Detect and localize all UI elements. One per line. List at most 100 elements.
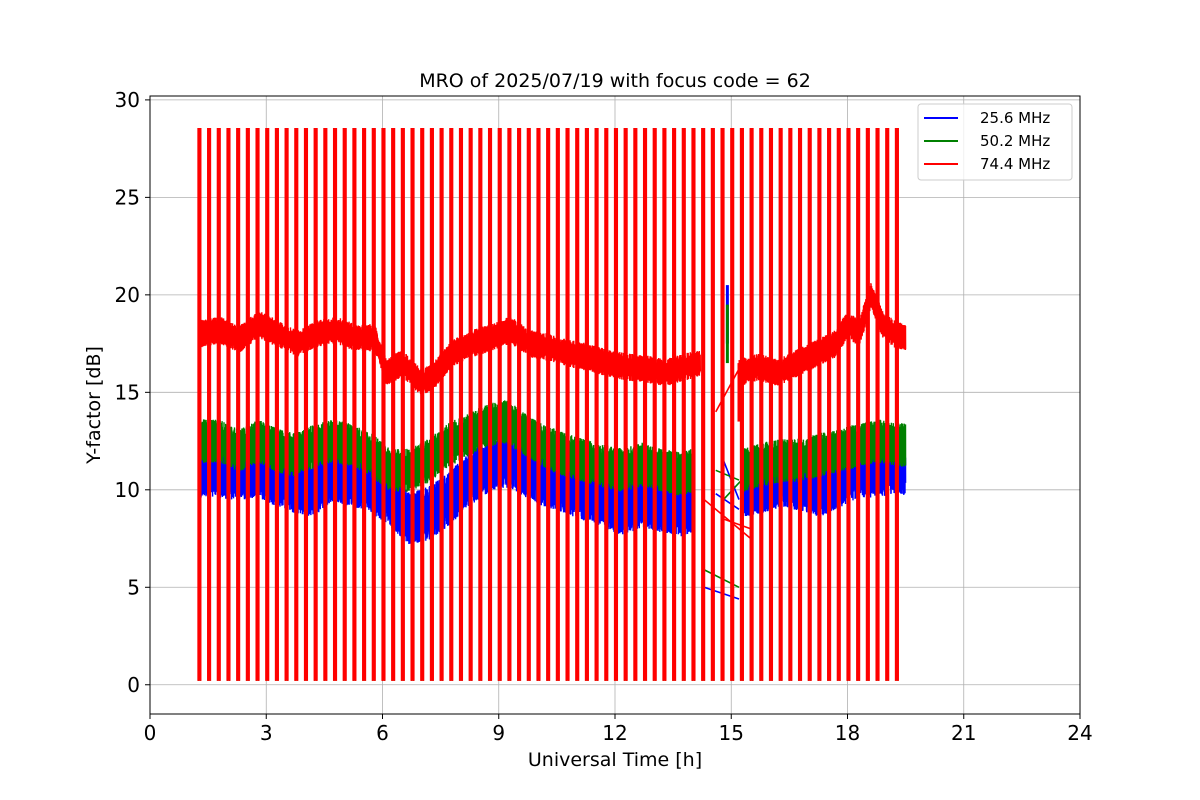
sweep-spike-red	[303, 128, 309, 681]
sweep-spike-red	[739, 128, 744, 681]
plot-area	[197, 128, 907, 681]
sweep-spike-red	[575, 128, 580, 681]
sweep-spike-red	[410, 128, 415, 681]
sweep-spike-red	[565, 128, 570, 681]
series-74-4-mhz-trace-late	[738, 283, 907, 386]
sweep-spike-red	[362, 128, 367, 681]
legend: 25.6 MHz 50.2 MHz 74.4 MHz	[917, 103, 1073, 181]
series-50-2-mhz-trace	[199, 400, 694, 496]
sweep-spike-red	[458, 128, 464, 681]
x-tick-label: 0	[144, 721, 157, 745]
legend-label: 50.2 MHz	[980, 132, 1050, 150]
sweep-spike-red	[507, 128, 512, 681]
sweep-spike-red	[788, 128, 793, 681]
legend-label: 25.6 MHz	[980, 109, 1050, 127]
sweep-spike-red	[313, 128, 318, 681]
sweep-spike-red	[487, 128, 493, 681]
sweep-spike-red	[216, 128, 221, 681]
sweep-spike-red	[400, 128, 405, 681]
x-axis-label: Universal Time [h]	[528, 749, 702, 771]
sweep-spike-red	[439, 128, 444, 681]
sweep-spike-red	[778, 128, 783, 681]
x-tick-label: 6	[376, 721, 389, 745]
sweep-spike-red	[284, 128, 289, 681]
sweep-spike-red	[875, 128, 880, 681]
series-74-4-mhz-gap-link	[723, 518, 751, 530]
sweep-spike-red	[856, 128, 861, 681]
sweep-spike-red	[226, 128, 231, 681]
x-tick-label: 3	[260, 721, 273, 745]
sweep-spike-red	[865, 128, 870, 681]
sweep-spike-red	[391, 128, 396, 681]
sweep-spike-red	[594, 128, 599, 681]
sweep-spike-red	[555, 128, 560, 681]
sweep-spike-red	[294, 128, 299, 681]
y-axis-label: Y-factor [dB]	[83, 346, 105, 465]
series-50-2-mhz-gap-link	[722, 469, 752, 501]
y-tick-label: 0	[127, 673, 140, 697]
sweep-spike-red	[546, 128, 551, 681]
legend-label: 74.4 MHz	[980, 155, 1050, 173]
sweep-spike-red	[536, 128, 541, 681]
sweep-spike-red	[584, 128, 589, 681]
y-tick-label: 20	[115, 283, 140, 307]
sweep-spike-red	[613, 128, 619, 681]
sweep-spike-red	[885, 128, 890, 681]
sweep-spike-red	[274, 128, 279, 681]
sweep-spike-red	[478, 128, 483, 681]
sweep-spike-red	[255, 128, 260, 681]
sweep-spike-red	[526, 128, 531, 681]
sweep-spike-red	[517, 128, 522, 681]
sweep-spike-red	[207, 128, 212, 681]
sweep-spike-red	[236, 128, 241, 681]
sweep-spike-red	[836, 128, 841, 681]
sweep-spike-red	[749, 128, 754, 681]
x-tick-label: 24	[1067, 721, 1092, 745]
sweep-spike-red	[827, 128, 832, 681]
y-tick-label: 30	[115, 88, 140, 112]
sweep-spike-red	[265, 128, 270, 681]
sweep-spike-red	[197, 128, 202, 681]
sweep-spike-red	[681, 128, 686, 681]
sweep-spike-red	[323, 128, 328, 681]
sweep-spike-red	[846, 128, 851, 681]
sweep-spike-red	[768, 128, 774, 681]
x-tick-label: 18	[835, 721, 860, 745]
sweep-spike-red	[449, 128, 454, 681]
sweep-spike-red	[371, 128, 376, 681]
sweep-spike-red	[342, 128, 347, 681]
x-tick-label: 21	[951, 721, 976, 745]
sweep-spike-red	[429, 128, 434, 681]
series-25-6-mhz-gap-link	[715, 493, 740, 510]
sweep-spike-red	[662, 128, 667, 681]
sweep-spike-red	[759, 128, 764, 681]
sweep-spike-red	[468, 128, 473, 681]
series-74-4-mhz-gap-link	[715, 368, 740, 413]
sweep-spike-red	[381, 128, 386, 681]
sweep-spike-red	[797, 128, 803, 681]
legend-box	[917, 103, 1073, 181]
sweep-spike-red	[701, 128, 706, 681]
sweep-spike-red	[710, 128, 715, 681]
y-axis-ticks: 0 5 10 15 20 25 30	[115, 88, 150, 697]
y-tick-label: 10	[115, 478, 140, 502]
chart-title: MRO of 2025/07/19 with focus code = 62	[419, 70, 811, 92]
y-tick-label: 5	[127, 575, 140, 599]
sweep-spike-red	[730, 128, 735, 681]
sweep-spike-red	[497, 128, 502, 681]
sweep-spike-red	[652, 128, 657, 681]
x-tick-label: 12	[602, 721, 627, 745]
sweep-spike-red	[894, 128, 899, 681]
sweep-spike-red	[332, 128, 338, 681]
series-50-2-mhz-gap-link	[715, 469, 740, 481]
y-tick-label: 25	[115, 185, 140, 209]
sweep-spike-red	[817, 128, 822, 681]
sweep-spike-red	[672, 128, 677, 681]
sweep-spike-red	[604, 128, 609, 681]
sweep-spike-red	[420, 128, 425, 681]
sweep-spike-red	[623, 128, 628, 681]
sweep-spike-red	[352, 128, 357, 681]
x-axis-ticks: 0 3 6 9 12 15 18 21 24	[144, 714, 1093, 745]
sweep-spike-red	[807, 128, 812, 681]
